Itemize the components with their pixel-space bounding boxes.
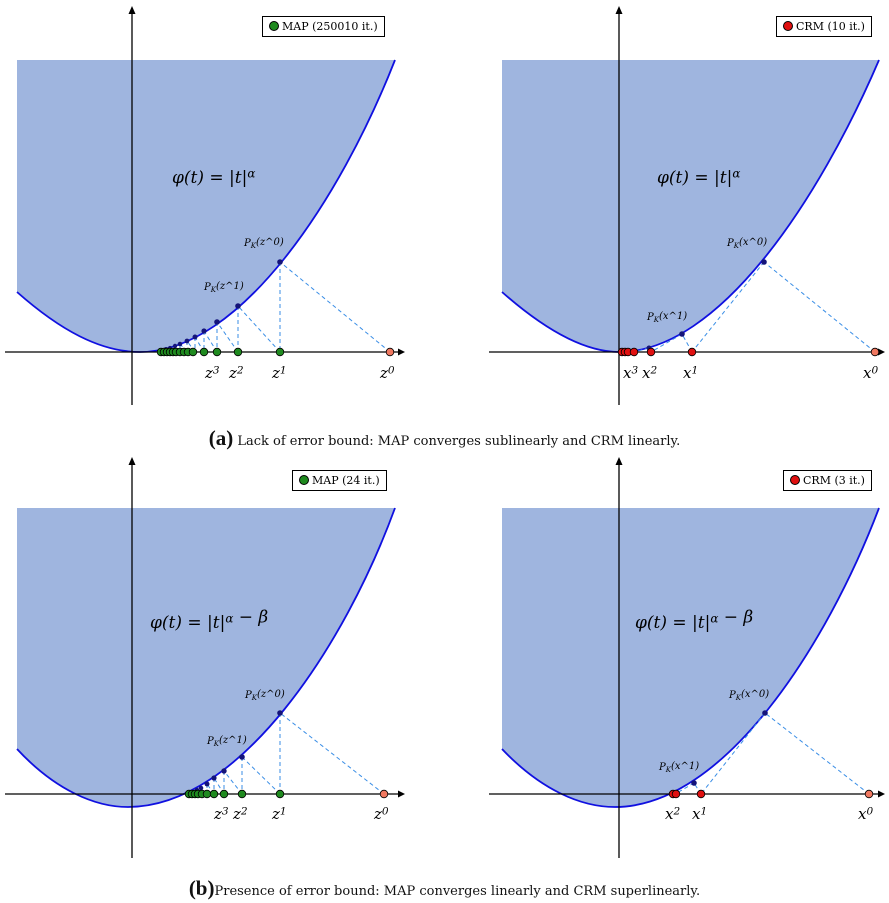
point-label-z3: z3: [204, 364, 220, 382]
legend-b-right: CRM (3 it.): [783, 470, 872, 491]
x-axis-arrow: [878, 790, 885, 798]
point-label-x2: x2: [642, 364, 657, 382]
legend-label: MAP (24 it.): [312, 474, 380, 487]
point-label-z1: z1: [271, 805, 287, 823]
start-point: [870, 347, 880, 357]
projection-label-0: PK(z^0): [244, 689, 285, 702]
feasible-region: [502, 508, 879, 807]
feasible-region: [502, 60, 879, 352]
x-axis-arrow: [398, 348, 405, 356]
x-axis-arrow: [878, 348, 885, 356]
map-iterates: [184, 789, 285, 799]
crm-iterates: [668, 789, 706, 799]
panel-b-left: φ(t) = |t|α − β PK(z^0) PK(z^1) z3 z2 z1…: [5, 457, 405, 858]
projection-label-0: PK(z^0): [243, 237, 284, 250]
legend-marker: [783, 21, 793, 31]
projection-label-1: PK(z^1): [206, 735, 247, 748]
caption-tag: (b): [188, 876, 215, 900]
legend-label: CRM (3 it.): [803, 474, 865, 487]
point-label-x0: x0: [858, 805, 873, 823]
legend-a-left: MAP (250010 it.): [262, 16, 385, 37]
point-label-x0: x0: [863, 364, 878, 382]
caption-b: (b)Presence of error bound: MAP converge…: [0, 876, 889, 901]
legend-b-left: MAP (24 it.): [292, 470, 387, 491]
crm-iterates: [617, 347, 697, 357]
y-axis-arrow: [128, 457, 136, 465]
legend-marker: [790, 475, 800, 485]
caption-text: Lack of error bound: MAP converges subli…: [237, 434, 681, 449]
point-label-z2: z2: [228, 364, 244, 382]
y-axis-arrow: [128, 6, 136, 14]
projection-label-1: PK(z^1): [203, 281, 244, 294]
formula: φ(t) = |t|α − β: [635, 608, 753, 633]
caption-a: (a) Lack of error bound: MAP converges s…: [0, 426, 889, 451]
caption-text: Presence of error bound: MAP converges l…: [214, 884, 701, 899]
y-axis-arrow: [615, 457, 623, 465]
parabola-curve: [501, 59, 880, 353]
point-label-z0: z0: [373, 805, 389, 823]
projection-lines: [633, 261, 876, 353]
projection-points: [691, 710, 768, 786]
legend-marker: [299, 475, 309, 485]
formula: φ(t) = |t|α: [172, 167, 255, 188]
feasible-region: [17, 60, 395, 352]
legend-marker: [269, 21, 279, 31]
point-label-z2: z2: [232, 805, 248, 823]
x-axis-arrow: [398, 790, 405, 798]
y-axis-arrow: [615, 6, 623, 14]
panel-b-right: φ(t) = |t|α − β PK(x^0) PK(x^1) x2 x1 x0: [489, 457, 885, 858]
point-label-x1: x1: [683, 364, 698, 382]
parabola-curve: [16, 59, 396, 353]
projection-points: [646, 259, 767, 351]
map-iterates: [156, 347, 285, 357]
point-label-z1: z1: [271, 364, 287, 382]
point-label-x1: x1: [692, 805, 707, 823]
projection-label-0: PK(x^0): [726, 237, 767, 250]
legend-a-right: CRM (10 it.): [776, 16, 872, 37]
start-point: [864, 789, 874, 799]
point-label-z3: z3: [213, 805, 229, 823]
projection-label-1: PK(x^1): [646, 311, 687, 324]
point-label-x2: x2: [665, 805, 680, 823]
formula: φ(t) = |t|α − β: [150, 608, 268, 633]
projection-label-0: PK(x^0): [728, 689, 769, 702]
formula: φ(t) = |t|α: [657, 167, 740, 188]
point-label-x3: x3: [623, 364, 638, 382]
start-point: [379, 789, 389, 799]
point-label-z0: z0: [379, 364, 395, 382]
legend-label: MAP (250010 it.): [282, 20, 378, 33]
projection-label-1: PK(x^1): [658, 761, 699, 774]
legend-label: CRM (10 it.): [796, 20, 865, 33]
feasible-region: [17, 508, 395, 807]
caption-tag: (a): [208, 426, 234, 450]
start-point: [385, 347, 395, 357]
panel-a-left: φ(t) = |t|α PK(z^0) PK(z^1) z3 z2 z1 z0: [5, 6, 405, 405]
panel-a-right: φ(t) = |t|α PK(x^0) PK(x^1) x3 x2 x1 x0: [489, 6, 885, 405]
